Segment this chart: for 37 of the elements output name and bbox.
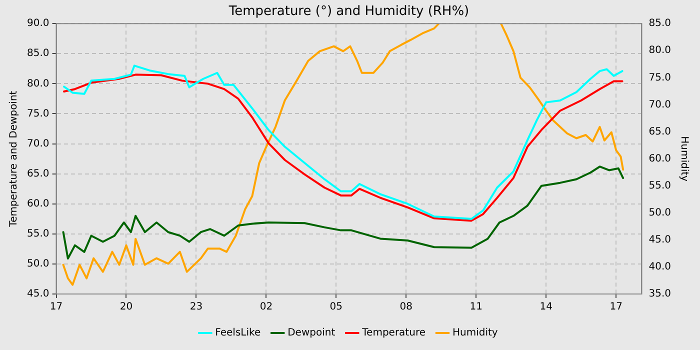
y-tick-label: 50.0 — [27, 258, 50, 270]
legend-label: Humidity — [452, 328, 498, 339]
y2-tick-label: 70.0 — [648, 99, 671, 110]
y-tick-label: 90.0 — [27, 18, 50, 30]
y2-tick-label: 55.0 — [648, 180, 671, 192]
legend-label: FeelsLike — [215, 328, 261, 339]
y-tick-label: 60.0 — [27, 198, 50, 210]
y-tick-label: 85.0 — [27, 48, 50, 60]
y2-axis-title: Humidity — [678, 136, 690, 182]
x-tick-label: 14 — [540, 302, 552, 313]
y2-tick-label: 85.0 — [648, 18, 671, 30]
y2-tick-label: 40.0 — [648, 262, 671, 273]
y-tick-label: 65.0 — [27, 168, 50, 180]
x-tick-label: 05 — [330, 302, 343, 313]
y2-tick-label: 65.0 — [648, 126, 671, 138]
x-tick-label: 11 — [470, 302, 482, 313]
y-tick-label: 45.0 — [27, 288, 50, 300]
x-tick-label: 23 — [190, 302, 203, 313]
chart-title: Temperature (°) and Humidity (RH%) — [228, 4, 470, 20]
y2-tick-label: 45.0 — [648, 234, 671, 246]
y2-tick-label: 60.0 — [648, 153, 671, 164]
y2-tick-label: 50.0 — [648, 207, 671, 218]
y-tick-label: 70.0 — [27, 138, 50, 150]
y2-tick-label: 35.0 — [648, 288, 671, 300]
y-axis-title: Temperature and Dewpoint — [8, 90, 20, 228]
y2-tick-label: 80.0 — [648, 45, 671, 56]
y-tick-label: 75.0 — [27, 108, 50, 120]
x-tick-label: 17 — [610, 302, 622, 313]
x-tick-label: 08 — [400, 302, 413, 313]
y-tick-label: 55.0 — [27, 228, 50, 240]
x-tick-label: 17 — [50, 302, 63, 313]
x-tick-label: 02 — [260, 302, 273, 313]
y2-tick-label: 75.0 — [648, 72, 671, 84]
x-tick-label: 20 — [120, 302, 133, 313]
legend-label: Dewpoint — [288, 328, 336, 339]
legend-label: Temperature — [361, 328, 426, 339]
y-tick-label: 80.0 — [27, 78, 50, 90]
